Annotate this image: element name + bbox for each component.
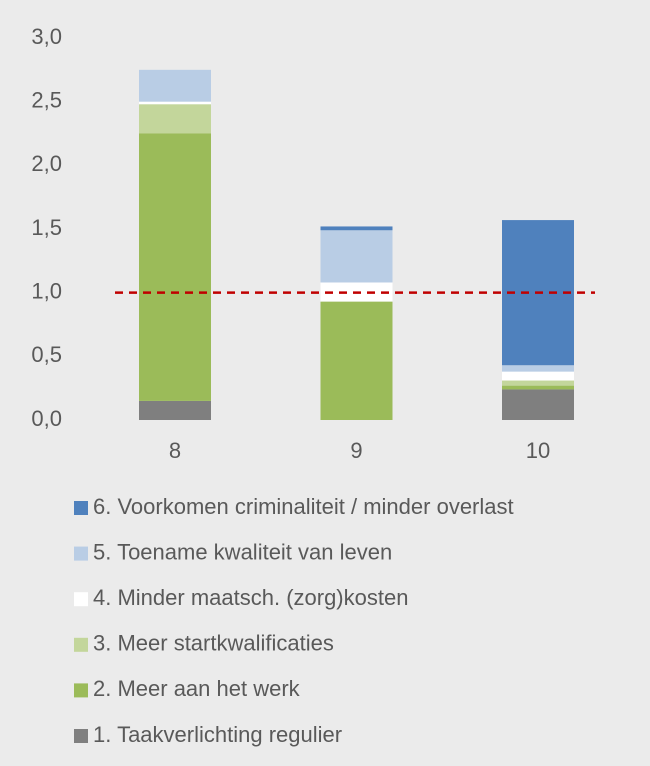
legend-marker bbox=[74, 546, 88, 561]
y-tick-label: 3,0 bbox=[31, 24, 62, 49]
bar-segment bbox=[139, 101, 211, 105]
y-tick-label: 0,0 bbox=[31, 406, 62, 431]
bar-segment bbox=[502, 385, 574, 390]
legend-label: 5. Toename kwaliteit van leven bbox=[93, 539, 392, 564]
bar-segment bbox=[502, 389, 574, 420]
bar-segment bbox=[320, 230, 393, 283]
x-tick-label: 8 bbox=[169, 438, 181, 463]
legend-marker bbox=[74, 683, 88, 698]
bar-segment bbox=[502, 380, 574, 386]
legend-marker bbox=[74, 729, 88, 743]
legend-label: 6. Voorkomen criminaliteit / minder over… bbox=[93, 494, 514, 519]
bar-segment bbox=[139, 133, 211, 401]
y-tick-label: 1,0 bbox=[31, 278, 62, 303]
y-tick-label: 0,5 bbox=[31, 342, 62, 367]
y-tick-label: 2,0 bbox=[31, 151, 62, 176]
y-tick-label: 2,5 bbox=[31, 87, 62, 112]
legend-marker bbox=[74, 592, 88, 607]
legend-label: 3. Meer startkwalificaties bbox=[93, 631, 334, 656]
legend-label: 4. Minder maatsch. (zorg)kosten bbox=[93, 585, 408, 610]
x-tick-label: 10 bbox=[526, 438, 550, 463]
y-tick-label: 1,5 bbox=[31, 215, 62, 240]
legend-marker bbox=[74, 637, 88, 652]
bar-segment bbox=[139, 104, 211, 134]
bar-segment bbox=[502, 371, 574, 381]
legend-label: 1. Taakverlichting regulier bbox=[93, 722, 342, 747]
bar-segment bbox=[139, 69, 211, 102]
bar-segment bbox=[139, 400, 211, 420]
legend-marker bbox=[74, 501, 88, 515]
x-tick-label: 9 bbox=[350, 438, 362, 463]
bar-segment bbox=[320, 226, 393, 231]
bar-segment bbox=[502, 365, 574, 372]
legend-label: 2. Meer aan het werk bbox=[93, 676, 301, 701]
bar-segment bbox=[320, 301, 393, 420]
